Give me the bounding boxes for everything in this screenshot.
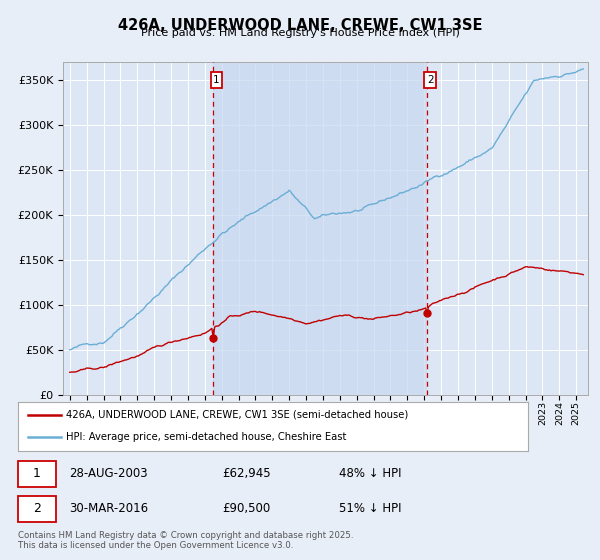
Text: HPI: Average price, semi-detached house, Cheshire East: HPI: Average price, semi-detached house,…: [67, 432, 347, 442]
Text: 1: 1: [213, 75, 220, 85]
Text: 30-MAR-2016: 30-MAR-2016: [69, 502, 148, 515]
Text: £90,500: £90,500: [222, 502, 270, 515]
Text: 2: 2: [427, 75, 434, 85]
Text: 51% ↓ HPI: 51% ↓ HPI: [340, 502, 402, 515]
Text: 48% ↓ HPI: 48% ↓ HPI: [340, 468, 402, 480]
Text: £62,945: £62,945: [222, 468, 271, 480]
FancyBboxPatch shape: [18, 460, 56, 487]
Text: Contains HM Land Registry data © Crown copyright and database right 2025.
This d: Contains HM Land Registry data © Crown c…: [18, 531, 353, 550]
Text: 1: 1: [33, 468, 41, 480]
Text: 426A, UNDERWOOD LANE, CREWE, CW1 3SE: 426A, UNDERWOOD LANE, CREWE, CW1 3SE: [118, 18, 482, 33]
FancyBboxPatch shape: [18, 496, 56, 522]
Bar: [213, 62, 427, 395]
Text: 426A, UNDERWOOD LANE, CREWE, CW1 3SE (semi-detached house): 426A, UNDERWOOD LANE, CREWE, CW1 3SE (se…: [67, 410, 409, 420]
Text: 2: 2: [33, 502, 41, 515]
Text: Price paid vs. HM Land Registry's House Price Index (HPI): Price paid vs. HM Land Registry's House …: [140, 28, 460, 38]
Text: 28-AUG-2003: 28-AUG-2003: [69, 468, 148, 480]
